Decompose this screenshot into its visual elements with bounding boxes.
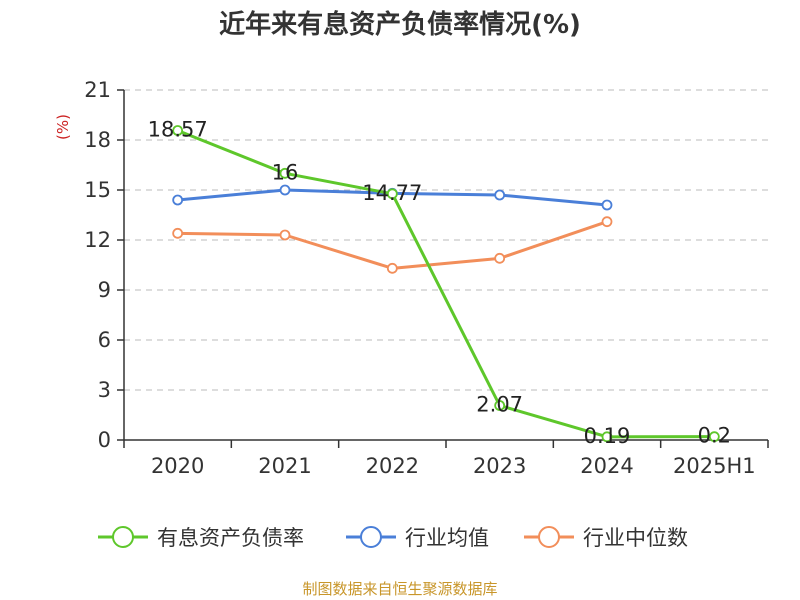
y-tick-label: 3 xyxy=(98,378,111,402)
y-tick-label: 9 xyxy=(98,278,111,302)
legend-marker xyxy=(538,526,560,548)
data-point[interactable] xyxy=(601,216,613,228)
x-tick-label: 2022 xyxy=(366,454,419,478)
y-tick-label: 6 xyxy=(98,328,111,352)
legend-item-0[interactable]: 有息资产负债率 xyxy=(98,526,304,550)
data-point[interactable] xyxy=(172,194,184,206)
data-label: 14.77 xyxy=(362,181,422,205)
data-label: 2.07 xyxy=(476,393,523,417)
data-point[interactable] xyxy=(708,431,720,443)
data-point[interactable] xyxy=(494,189,506,201)
x-tick-label: 2025H1 xyxy=(673,454,756,478)
legend-item-1[interactable]: 行业均值 xyxy=(346,526,489,550)
x-tick-label: 2020 xyxy=(151,454,204,478)
legend-label: 行业均值 xyxy=(405,526,489,550)
legend-label: 行业中位数 xyxy=(583,526,688,550)
data-label: 0.19 xyxy=(584,424,631,448)
axes: 0 3 6 9 12 15 18 21 2020 2021 2022 2023 2024 2025H1 xyxy=(84,78,769,478)
data-point[interactable] xyxy=(494,400,506,411)
data-point[interactable] xyxy=(172,125,184,136)
legend[interactable]: 有息资产负债率 行业均值 行业中位数 xyxy=(98,526,688,550)
y-axis-label: (%) xyxy=(54,114,72,140)
x-tick-label: 2021 xyxy=(258,454,311,478)
grid-lines xyxy=(124,89,768,391)
legend-marker xyxy=(360,526,382,548)
series-2 xyxy=(172,216,613,274)
data-label: 16 xyxy=(272,160,299,184)
y-tick-label: 12 xyxy=(84,228,111,252)
y-tick-label: 21 xyxy=(84,78,111,102)
source-note: 制图数据来自恒生聚源数据库 xyxy=(302,580,497,598)
x-tick-label: 2024 xyxy=(580,454,633,478)
data-point[interactable] xyxy=(279,184,291,196)
series-0: 18.57 16 14.77 2.07 0.19 0.2 xyxy=(148,118,731,448)
y-tick-label: 18 xyxy=(84,128,111,152)
series-line xyxy=(177,220,608,270)
data-point[interactable] xyxy=(279,167,291,179)
data-point[interactable] xyxy=(494,252,506,264)
y-tick-label: 0 xyxy=(98,428,111,452)
data-point[interactable] xyxy=(386,262,398,274)
series-line xyxy=(177,129,715,439)
series-layer: 18.57 16 14.77 2.07 0.19 0.2 xyxy=(148,118,731,448)
legend-marker xyxy=(112,526,134,548)
chart-title: 近年来有息资产负债率情况(%) xyxy=(219,9,581,40)
data-label: 18.57 xyxy=(148,118,208,142)
data-point[interactable] xyxy=(601,199,613,211)
data-point[interactable] xyxy=(601,431,613,443)
data-point[interactable] xyxy=(386,188,398,200)
data-label: 0.2 xyxy=(698,424,731,448)
data-point[interactable] xyxy=(279,229,291,241)
y-tick-label: 15 xyxy=(84,178,111,202)
legend-label: 有息资产负债率 xyxy=(157,526,304,550)
data-point[interactable] xyxy=(172,227,184,239)
x-tick-label: 2023 xyxy=(473,454,526,478)
legend-item-2[interactable]: 行业中位数 xyxy=(524,526,688,550)
